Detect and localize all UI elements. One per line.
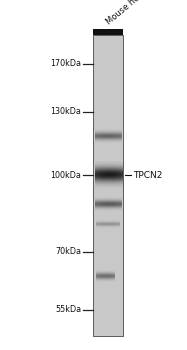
Text: 100kDa: 100kDa — [50, 170, 81, 180]
Bar — [94, 35, 123, 336]
Bar — [94, 29, 123, 35]
Text: 170kDa: 170kDa — [50, 59, 81, 68]
Text: TPCN2: TPCN2 — [133, 170, 163, 180]
Text: 130kDa: 130kDa — [50, 107, 81, 117]
Text: 55kDa: 55kDa — [55, 305, 81, 314]
Text: 70kDa: 70kDa — [55, 247, 81, 257]
Text: Mouse heart: Mouse heart — [105, 0, 151, 27]
